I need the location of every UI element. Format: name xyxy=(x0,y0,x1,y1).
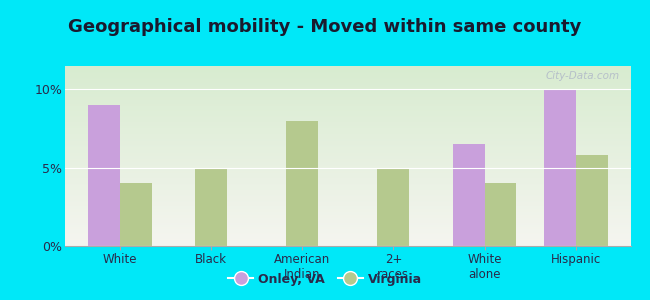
Bar xyxy=(576,155,608,246)
Text: City-Data.com: City-Data.com xyxy=(545,71,619,81)
Text: Geographical mobility - Moved within same county: Geographical mobility - Moved within sam… xyxy=(68,18,582,36)
Bar xyxy=(484,183,517,246)
Bar xyxy=(195,168,227,246)
Legend: Onley, VA, Virginia: Onley, VA, Virginia xyxy=(224,268,426,291)
Bar xyxy=(286,121,318,246)
Bar xyxy=(544,89,576,246)
Bar xyxy=(378,168,410,246)
Bar xyxy=(452,144,484,246)
Bar xyxy=(88,105,120,246)
Bar xyxy=(120,183,151,246)
